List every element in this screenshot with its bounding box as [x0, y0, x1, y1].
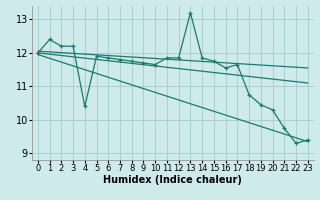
- X-axis label: Humidex (Indice chaleur): Humidex (Indice chaleur): [103, 175, 242, 185]
